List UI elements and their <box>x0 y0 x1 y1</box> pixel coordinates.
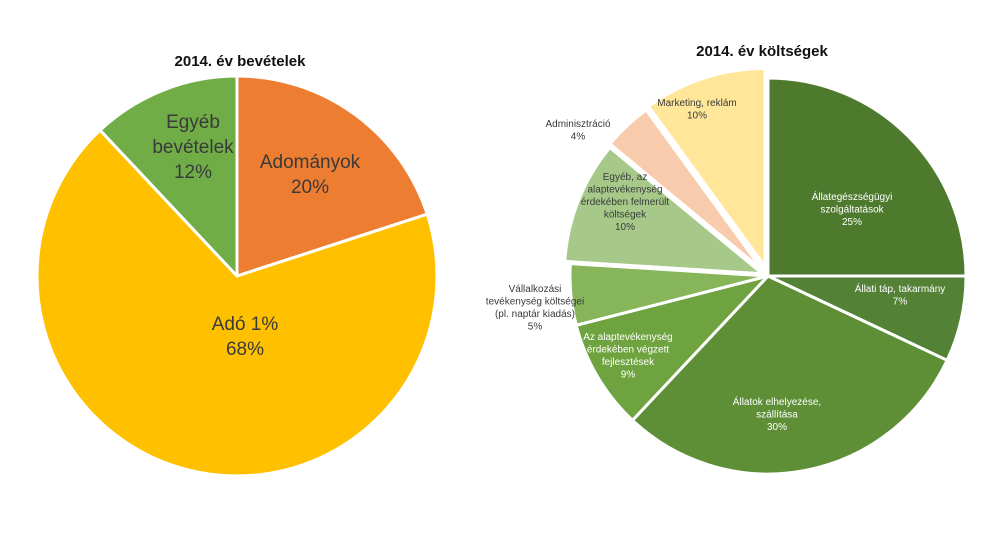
pie-slice <box>98 74 239 278</box>
slice-label-line: (pl. naptár kiadás) <box>495 309 575 320</box>
chart-title-costs: 2014. év költségek <box>696 43 828 60</box>
slice-label-line: Állatok elhelyezése, <box>733 395 821 408</box>
slice-label-line: Állati táp, takarmány <box>855 282 946 295</box>
slice-percent: 4% <box>571 132 586 143</box>
pie-slice <box>766 76 968 278</box>
slice-label-line: alaptevékenység <box>587 185 662 196</box>
slice-label-line: Az alaptevékenység <box>583 332 673 343</box>
slice-label-line: fejlesztések <box>602 357 655 368</box>
slice-label-line: bevételek <box>152 137 234 158</box>
costs-pie: Állategészségügyi szolgáltatások 25% Állati… <box>486 66 968 476</box>
pie-slice <box>235 74 429 278</box>
slice-label-line: Állategészségügyi <box>812 190 893 203</box>
slice-label-line: Adományok <box>260 152 361 173</box>
pie-slice <box>568 262 770 327</box>
slice-label-line: Adó 1% <box>212 314 279 335</box>
pie-slice <box>35 128 439 478</box>
slice-label: Állati táp, takarmány 7% <box>855 282 946 308</box>
slice-percent: 12% <box>174 162 212 183</box>
slice-label: Állategészségügyi szolgáltatások 25% <box>812 190 893 228</box>
chart-title-revenue: 2014. év bevételek <box>175 53 307 70</box>
slice-label-line: költségek <box>604 210 647 221</box>
slice-label-line: érdekében felmerült <box>581 197 670 208</box>
slice-label: Állatok elhelyezése, szállítása 30% <box>733 395 821 433</box>
slice-label: Egyéb, az alaptevékenység érdekében felmer… <box>581 172 670 233</box>
slice-percent: 68% <box>226 339 264 360</box>
slice-label: Adományok 20% <box>260 152 361 198</box>
slice-label-line: szolgáltatások <box>820 205 884 216</box>
slice-percent: 20% <box>291 177 329 198</box>
pie-slice <box>647 66 767 268</box>
pie-slice <box>630 274 949 476</box>
slice-label: Az alaptevékenység érdekében végzett fejle… <box>583 332 673 381</box>
slice-percent: 9% <box>621 370 636 381</box>
slice-label: Adó 1% 68% <box>212 314 279 360</box>
slice-label: Adminisztráció 4% <box>545 119 610 143</box>
slice-label-line: szállítása <box>756 410 798 421</box>
slice-percent: 10% <box>687 111 707 122</box>
slice-label-line: Adminisztráció <box>545 119 610 130</box>
revenue-pie: Adományok 20% Adó 1% 68% Egyéb bevételek 12% <box>35 74 439 478</box>
slice-percent: 10% <box>615 222 635 233</box>
slice-label-line: Marketing, reklám <box>657 98 736 109</box>
pie-slice <box>608 108 765 272</box>
slice-percent: 25% <box>842 217 862 228</box>
slice-label-line: Egyéb <box>166 112 220 133</box>
slice-label-line: Vállalkozási <box>509 284 562 295</box>
slice-percent: 7% <box>893 297 908 308</box>
slice-label: Vállalkozási tevékenység költségei (pl. na… <box>486 284 584 333</box>
slice-percent: 30% <box>767 422 787 433</box>
slice-label: Egyéb bevételek 12% <box>152 112 234 183</box>
pie-slice <box>574 274 770 422</box>
pie-slice <box>563 146 764 276</box>
slice-percent: 5% <box>528 322 543 333</box>
slice-label-line: érdekében végzett <box>587 345 670 356</box>
slice-label-line: Egyéb, az <box>603 172 647 183</box>
slice-label: Marketing, reklám 10% <box>657 98 736 122</box>
slice-label-line: tevékenység költségei <box>486 297 584 308</box>
